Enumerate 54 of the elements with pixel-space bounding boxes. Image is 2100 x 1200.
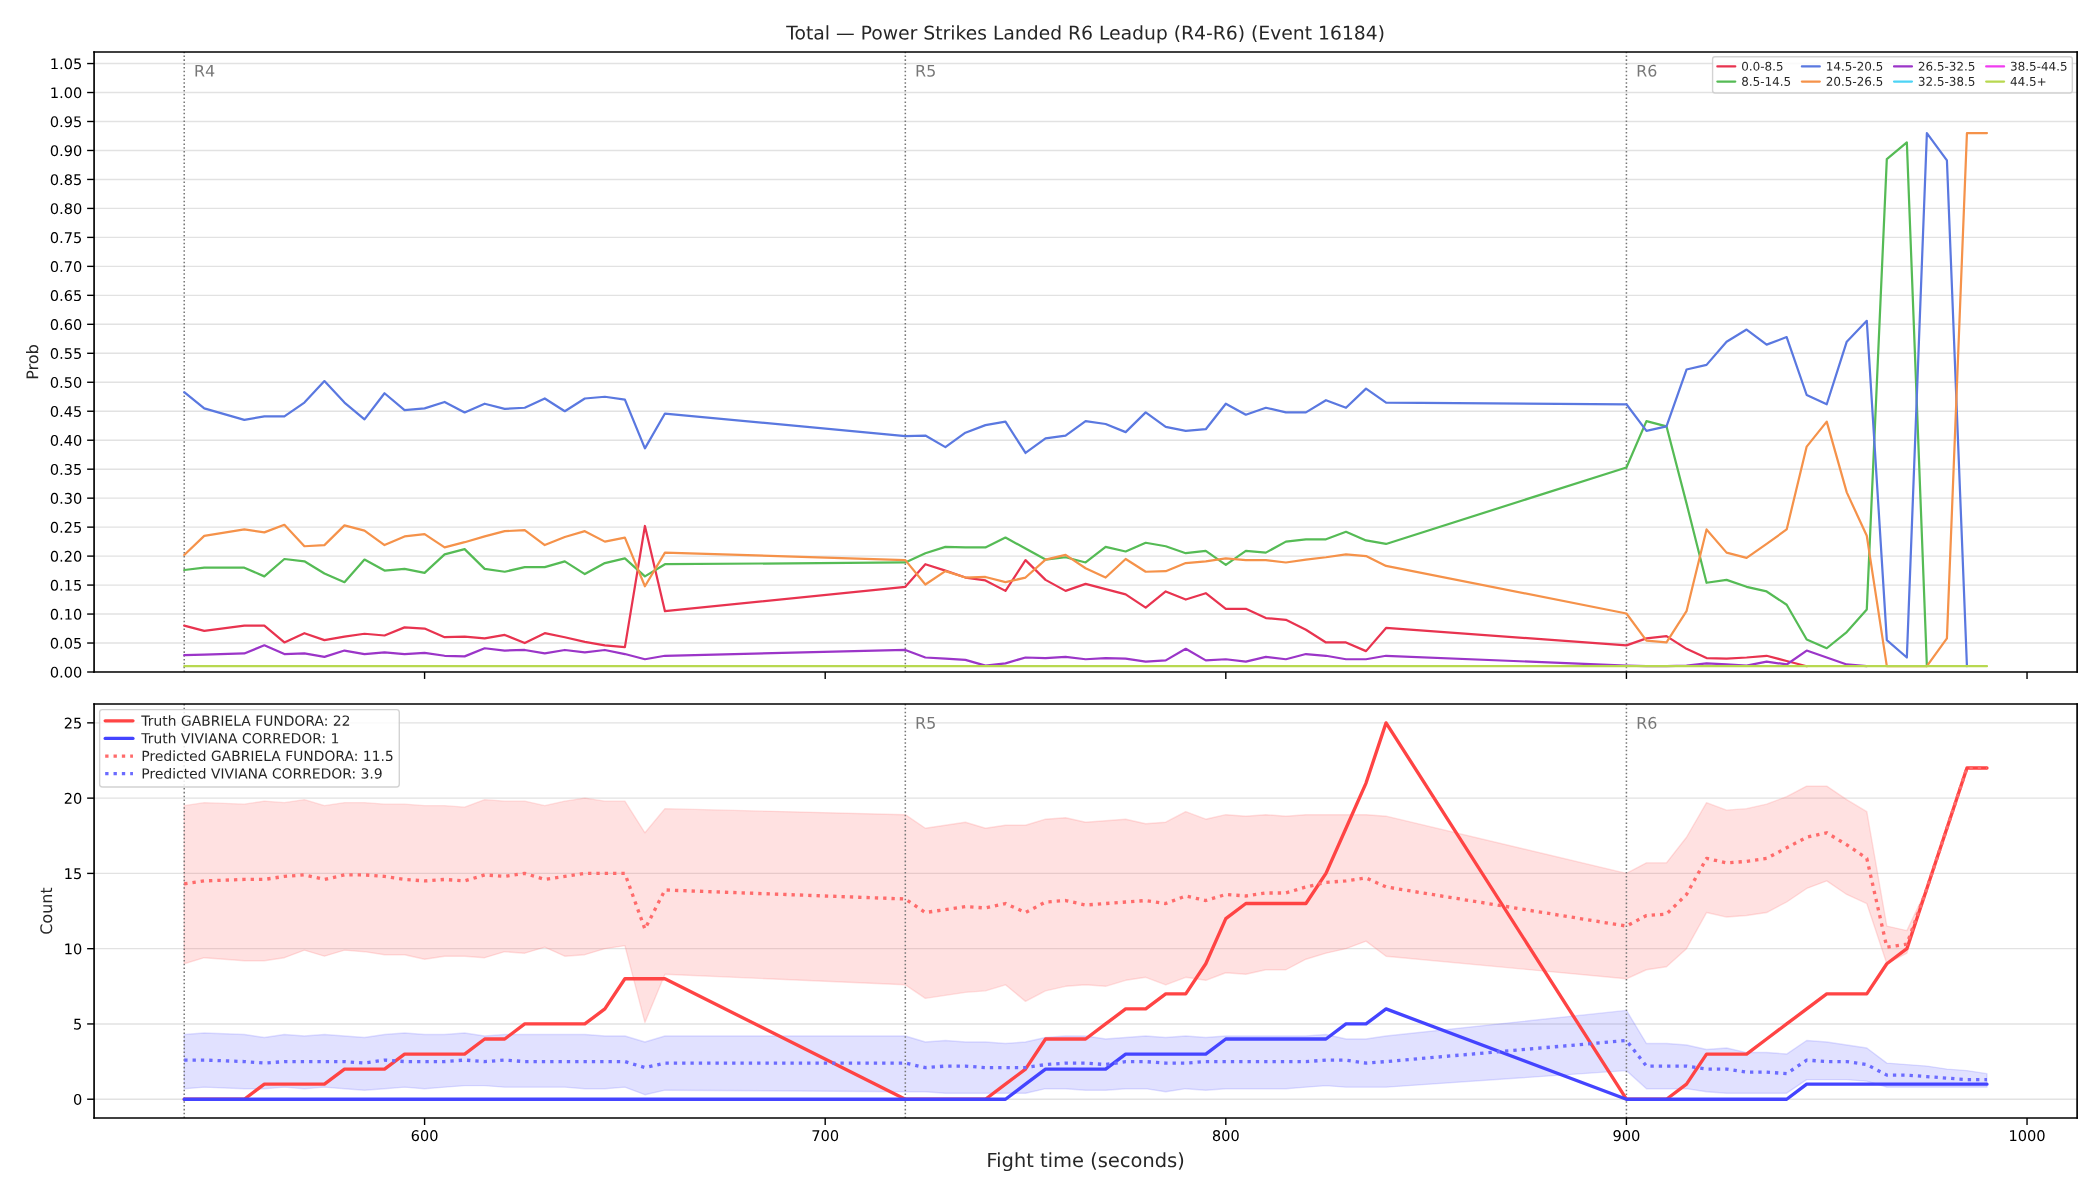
legend-label: 38.5-44.5 <box>2010 61 2067 71</box>
legend-label: 32.5-38.5 <box>1918 76 1975 86</box>
y-tick-label: 0.95 <box>50 116 81 128</box>
y-tick-label: 10 <box>65 943 82 955</box>
x-tick-label: 900 <box>1613 1130 1640 1142</box>
legend-label: 8.5-14.5 <box>1742 76 1791 86</box>
y-tick-label: 20 <box>64 792 82 804</box>
y-tick-label: 0.10 <box>50 608 82 620</box>
y-tick-label: 1.05 <box>51 58 81 70</box>
ref-line-label: R6 <box>1637 64 1657 77</box>
y-tick-label: 1.00 <box>51 87 82 99</box>
x-tick-label: 1000 <box>2010 1130 2045 1142</box>
legend-label: Truth VIVIANA CORREDOR: 1 <box>141 732 339 744</box>
chart-title: Total — Power Strikes Landed R6 Leadup (R4-R6) (Event 16184) <box>786 25 1384 44</box>
y-tick-label: 0.80 <box>50 203 82 215</box>
y-tick-label: 0.40 <box>50 434 82 446</box>
y-tick-label: 0.00 <box>50 666 82 678</box>
y-tick-label: 0.05 <box>50 637 81 649</box>
y-tick-label: 0.25 <box>50 521 81 533</box>
legend-label: Truth GABRIELA FUNDORA: 22 <box>141 715 350 726</box>
y-tick-label: 25 <box>64 717 81 729</box>
ref-line-label: R5 <box>916 717 935 729</box>
y-tick-label: 0.85 <box>50 174 81 186</box>
y-tick-label: 0 <box>73 1093 82 1105</box>
ref-line-label: R5 <box>916 64 935 77</box>
y-tick-label: 0.35 <box>50 463 81 475</box>
legend-label: 14.5-20.5 <box>1827 61 1883 71</box>
y-tick-label: 0.30 <box>50 492 82 504</box>
y-tick-label: 0.75 <box>50 232 81 244</box>
legend-label: 20.5-26.5 <box>1826 76 1883 86</box>
y-tick-label: 0.50 <box>50 376 82 389</box>
y-tick-label: 0.45 <box>50 405 81 417</box>
x-tick-label: 700 <box>812 1130 839 1142</box>
y-tick-label: 0.20 <box>50 550 82 562</box>
y-tick-label: 0.70 <box>50 261 82 273</box>
legend-label: Predicted VIVIANA CORREDOR: 3.9 <box>142 767 382 779</box>
y-tick-label: 0.15 <box>50 579 81 591</box>
y-tick-label: 0.55 <box>50 348 81 360</box>
y-axis-title: Count <box>40 887 53 934</box>
ref-line-label: R6 <box>1637 716 1657 729</box>
x-tick-label: 600 <box>411 1130 438 1142</box>
legend-label: 44.5+ <box>2010 77 2046 86</box>
x-axis-title: Fight time (seconds) <box>988 1152 1184 1172</box>
y-tick-label: 15 <box>65 868 81 880</box>
y-tick-label: 0.60 <box>50 319 82 331</box>
legend-label: 26.5-32.5 <box>1918 61 1975 71</box>
legend-label: Predicted GABRIELA FUNDORA: 11.5 <box>142 750 393 762</box>
y-tick-label: 0.65 <box>50 290 81 302</box>
legend-label: 0.0-8.5 <box>1742 61 1783 71</box>
x-tick-label: 800 <box>1212 1130 1239 1142</box>
y-axis-title: Prob <box>26 345 39 379</box>
y-tick-label: 0.90 <box>50 145 82 157</box>
ref-line-label: R4 <box>195 64 215 77</box>
y-tick-label: 5 <box>74 1018 81 1030</box>
